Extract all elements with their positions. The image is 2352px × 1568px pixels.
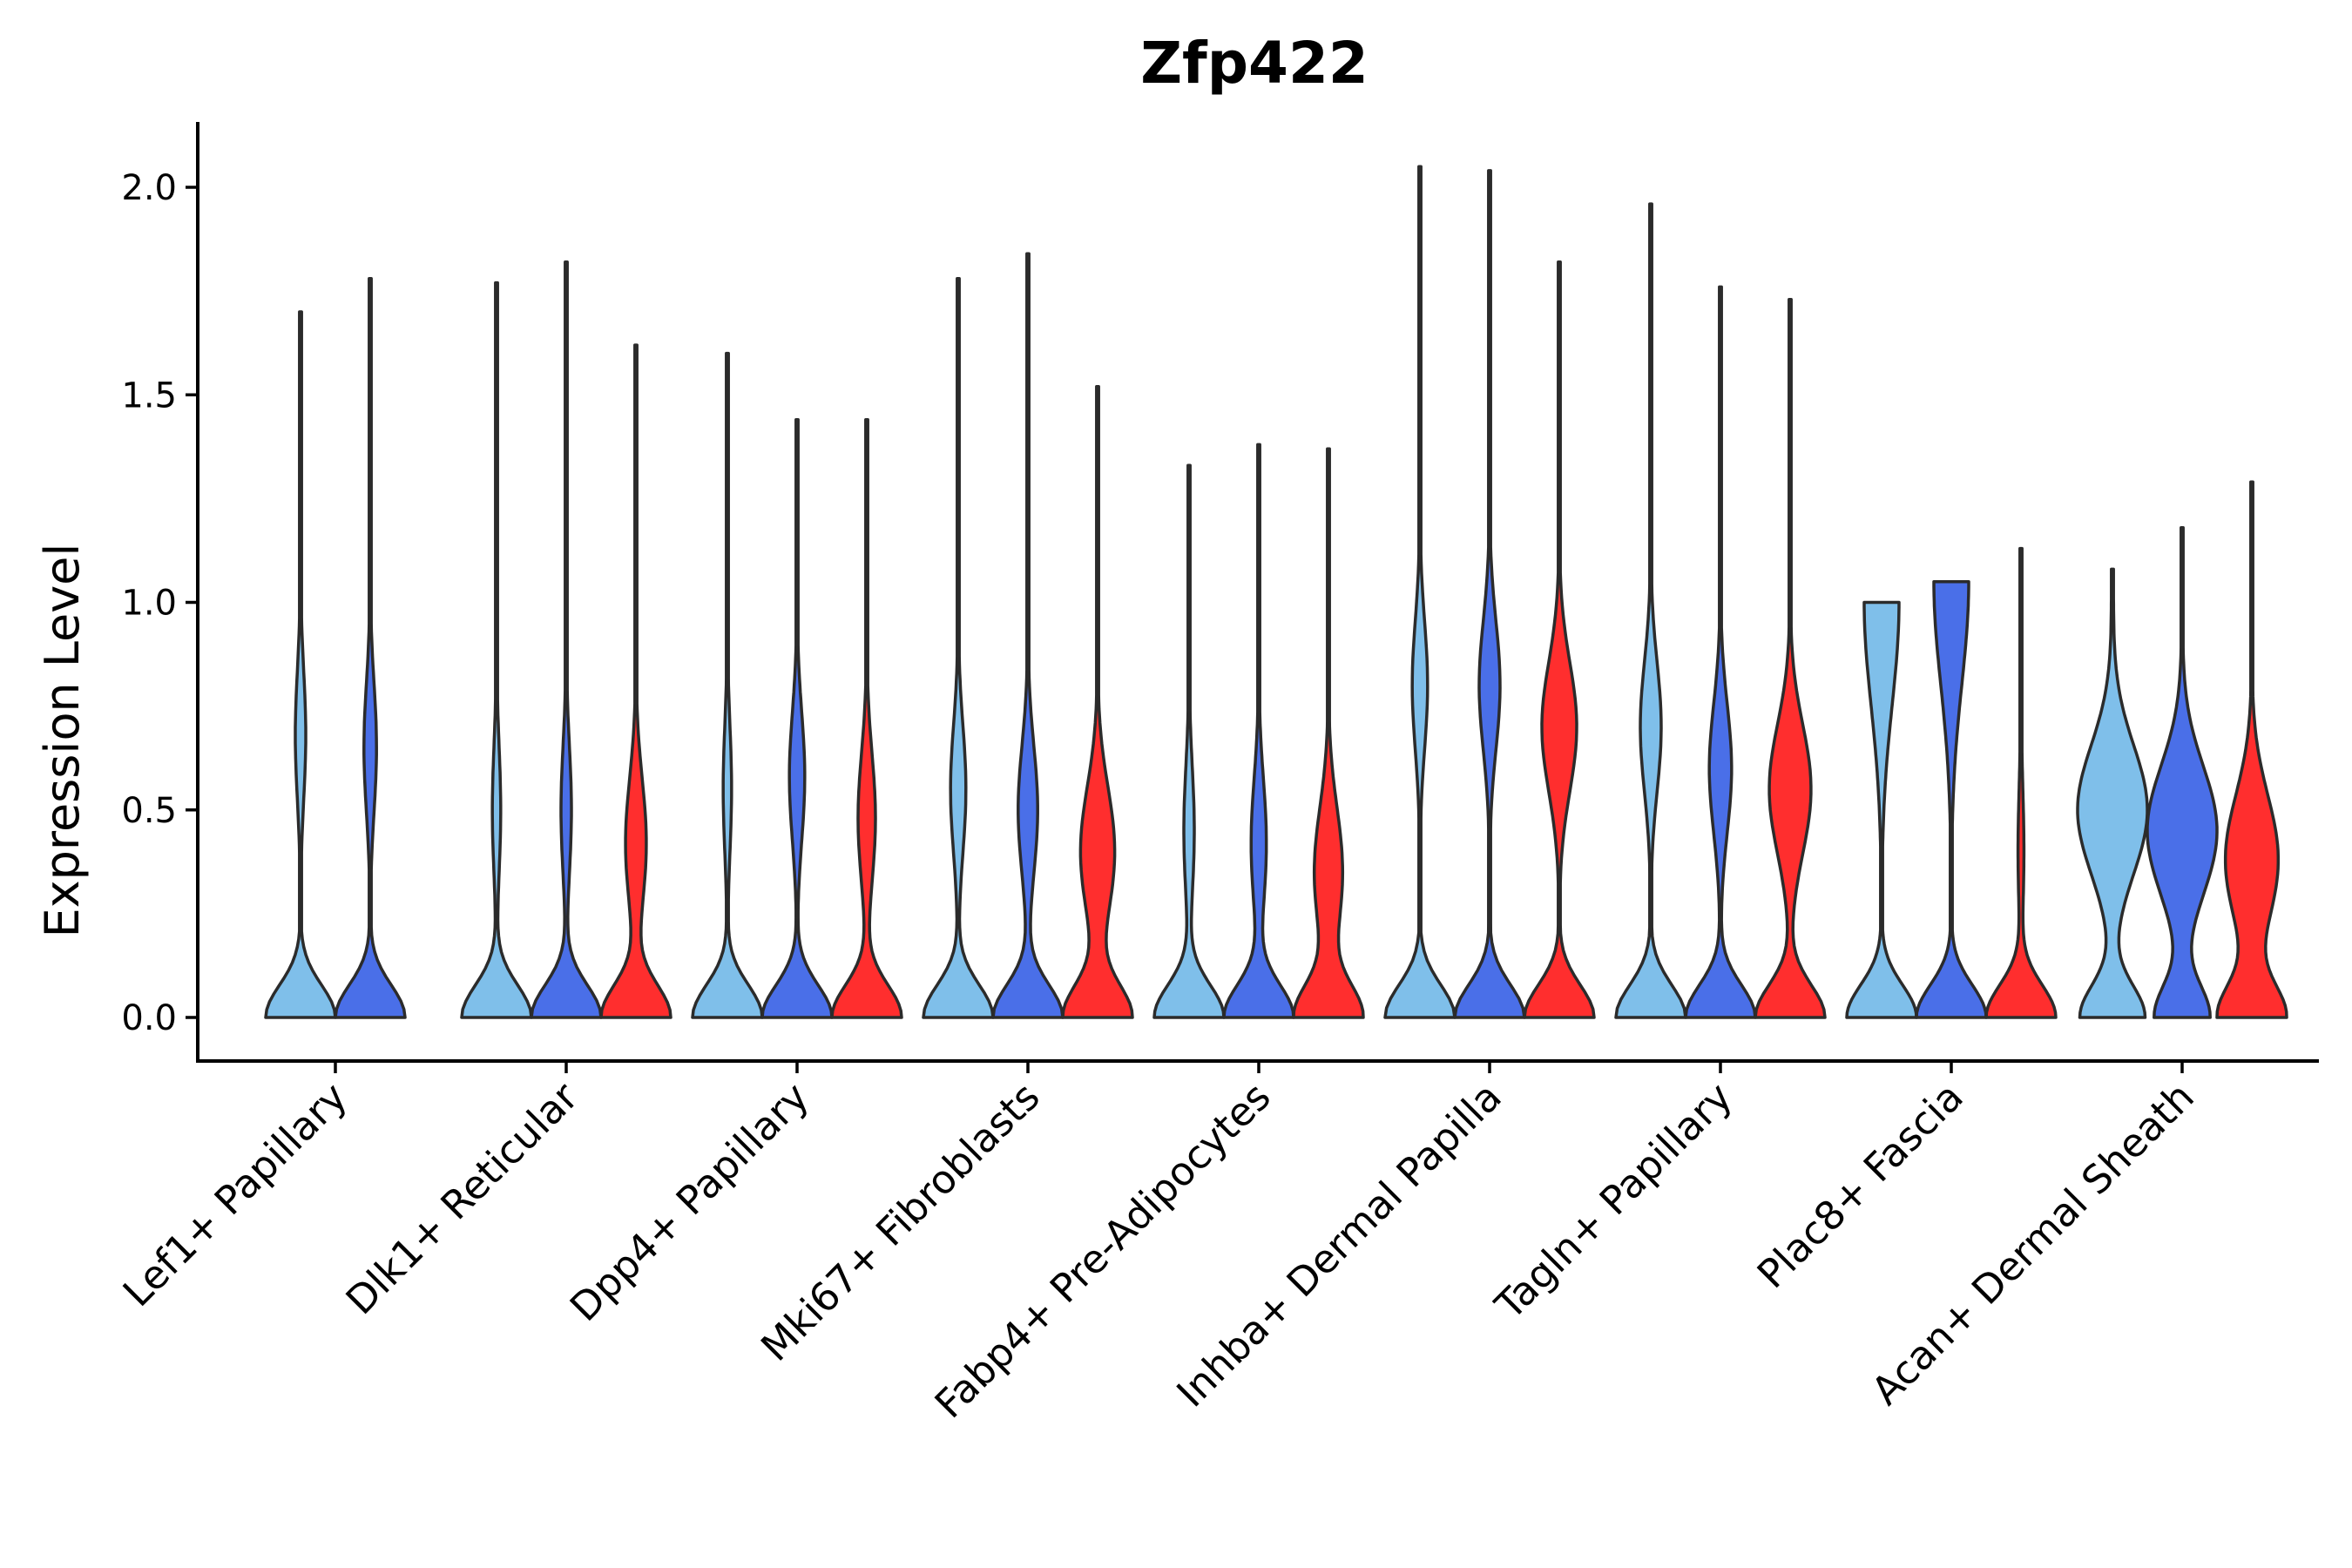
violin-dpp4-papillary-group-3 <box>830 418 903 1019</box>
violin-acan-dermal-sheath-group-3 <box>2215 480 2288 1019</box>
violin-inhba-dermal-papilla-group-1 <box>1383 165 1456 1019</box>
violin-plac8-fascia-group-3 <box>1984 546 2058 1019</box>
y-tick-label: 0.0 <box>121 998 177 1038</box>
x-tick-label: Dpp4+ Papillary <box>561 1073 818 1330</box>
violin-inhba-dermal-papilla-group-2 <box>1453 169 1526 1019</box>
violin-inhba-dermal-papilla-group-3 <box>1523 260 1596 1019</box>
y-tick-label: 1.5 <box>121 375 177 416</box>
violin-fabp4-pre-adipocytes-group-3 <box>1292 447 1365 1019</box>
violin-plac8-fascia-group-2 <box>1915 579 1988 1019</box>
violin-dpp4-papillary-group-1 <box>691 351 764 1019</box>
x-tick-label: Tagln+ Papillary <box>1486 1073 1741 1328</box>
x-tick-label: Lef1+ Papillary <box>114 1073 356 1315</box>
x-tick-label: Plac8+ Fascia <box>1748 1073 1972 1297</box>
violin-fabp4-pre-adipocytes-group-2 <box>1222 443 1295 1019</box>
violin-dlk1-reticular-group-2 <box>530 260 603 1019</box>
plot-area <box>264 165 2288 1019</box>
violin-plac8-fascia-group-1 <box>1845 600 1918 1019</box>
y-tick-label: 2.0 <box>121 168 177 208</box>
violin-tagln-papillary-group-1 <box>1614 202 1687 1019</box>
violin-dpp4-papillary-group-2 <box>760 418 834 1019</box>
violin-tagln-papillary-group-2 <box>1684 285 1757 1019</box>
y-ticks: 0.0 0.5 1.0 1.5 2.0 <box>121 168 198 1038</box>
violin-fabp4-pre-adipocytes-group-1 <box>1152 463 1226 1019</box>
x-tick-label: Dlk1+ Reticular <box>337 1073 587 1323</box>
violin-dlk1-reticular-group-1 <box>460 280 533 1019</box>
y-tick-label: 1.0 <box>121 584 177 624</box>
violin-mki67-fibroblasts-group-1 <box>922 277 995 1019</box>
violin-tagln-papillary-group-3 <box>1754 297 1827 1019</box>
violin-acan-dermal-sheath-group-1 <box>2076 567 2149 1019</box>
violin-mki67-fibroblasts-group-3 <box>1061 384 1134 1019</box>
violin-lef1-papillary-group-1 <box>264 310 337 1019</box>
violin-dlk1-reticular-group-3 <box>599 343 672 1019</box>
violin-lef1-papillary-group-2 <box>334 277 407 1019</box>
chart-title: Zfp422 <box>1140 30 1369 97</box>
violin-acan-dermal-sheath-group-2 <box>2146 525 2219 1019</box>
y-axis-label: Expression Level <box>35 544 90 938</box>
y-tick-label: 0.5 <box>121 791 177 831</box>
violin-mki67-fibroblasts-group-2 <box>991 252 1064 1019</box>
